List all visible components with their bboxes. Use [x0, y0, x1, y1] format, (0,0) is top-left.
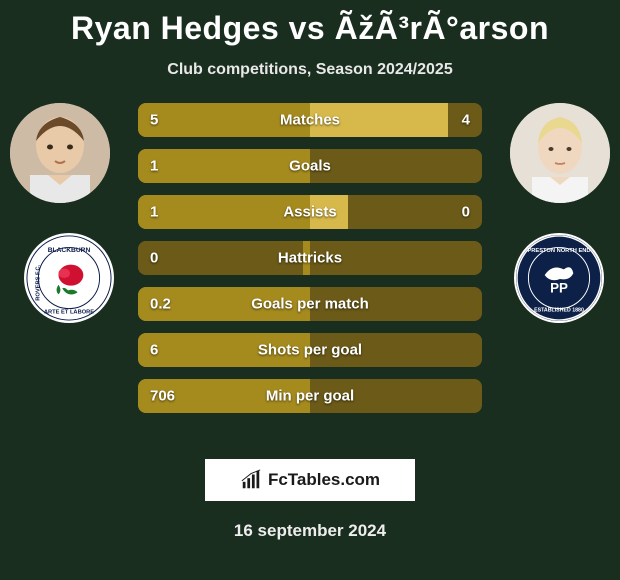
svg-text:BLACKBURN: BLACKBURN: [48, 247, 91, 254]
player2-face-icon: [510, 103, 610, 203]
player1-club-badge: BLACKBURN ARTE ET LABORE ROVERS F.C.: [24, 233, 114, 323]
player2-club-badge: PRESTON NORTH END ESTABLISHED 1880 PP: [514, 233, 604, 323]
stat-row: 10Assists: [138, 195, 482, 229]
svg-text:PP: PP: [550, 280, 568, 295]
stat-value-p1: 1: [150, 158, 158, 175]
blackburn-badge-icon: BLACKBURN ARTE ET LABORE ROVERS F.C.: [26, 235, 112, 321]
stat-value-p1: 1: [150, 204, 158, 221]
stat-value-p1: 5: [150, 112, 158, 129]
stat-row: 0Hattricks: [138, 241, 482, 275]
stat-value-p1: 6: [150, 342, 158, 359]
preston-badge-icon: PRESTON NORTH END ESTABLISHED 1880 PP: [516, 235, 602, 321]
site-logo: FcTables.com: [205, 459, 415, 501]
comparison-chart: BLACKBURN ARTE ET LABORE ROVERS F.C. PRE…: [0, 103, 620, 433]
stat-value-p1: 0: [150, 250, 158, 267]
date-text: 16 september 2024: [0, 521, 620, 541]
stat-value-p2: 0: [462, 204, 470, 221]
stat-row: 6Shots per goal: [138, 333, 482, 367]
bar-chart-icon: [240, 469, 262, 491]
page-title: Ryan Hedges vs ÃžÃ³rÃ°arson: [0, 0, 620, 47]
stat-row: 54Matches: [138, 103, 482, 137]
stat-row: 706Min per goal: [138, 379, 482, 413]
player2-avatar: [510, 103, 610, 203]
svg-text:ESTABLISHED 1880: ESTABLISHED 1880: [534, 307, 584, 313]
stat-row: 1Goals: [138, 149, 482, 183]
svg-text:ROVERS F.C.: ROVERS F.C.: [35, 264, 41, 300]
stat-value-p1: 0.2: [150, 296, 171, 313]
svg-text:ARTE ET LABORE: ARTE ET LABORE: [44, 309, 94, 315]
player1-face-icon: [10, 103, 110, 203]
svg-text:PRESTON NORTH END: PRESTON NORTH END: [527, 248, 590, 254]
player1-avatar: [10, 103, 110, 203]
site-logo-text: FcTables.com: [268, 470, 380, 490]
stat-bars-container: 54Matches1Goals10Assists0Hattricks0.2Goa…: [138, 103, 482, 425]
stat-value-p1: 706: [150, 388, 175, 405]
stat-row: 0.2Goals per match: [138, 287, 482, 321]
page-subtitle: Club competitions, Season 2024/2025: [0, 61, 620, 79]
stat-value-p2: 4: [462, 112, 470, 129]
